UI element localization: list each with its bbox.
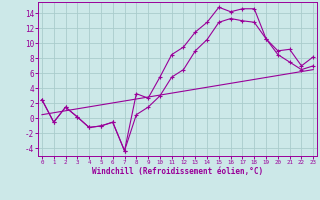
X-axis label: Windchill (Refroidissement éolien,°C): Windchill (Refroidissement éolien,°C) [92,167,263,176]
